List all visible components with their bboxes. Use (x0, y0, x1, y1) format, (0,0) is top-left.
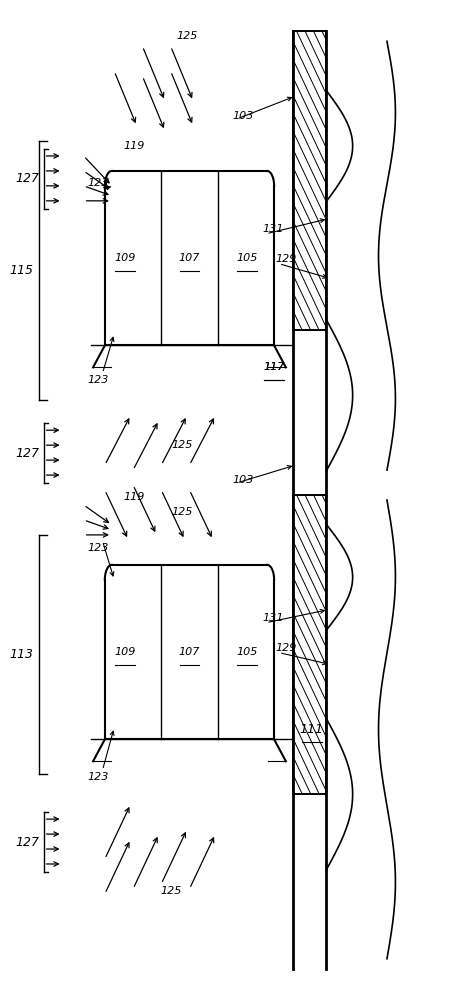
Text: 123: 123 (87, 543, 108, 553)
Text: 105: 105 (236, 647, 258, 657)
Text: 115: 115 (9, 264, 33, 277)
Text: 103: 103 (233, 111, 254, 121)
Text: 105: 105 (236, 253, 258, 263)
Text: 131: 131 (263, 224, 284, 234)
Text: 117: 117 (263, 362, 285, 372)
Text: 125: 125 (172, 507, 193, 517)
Bar (293, 495, 326, 794)
Text: 103: 103 (233, 475, 254, 485)
Text: 129: 129 (275, 643, 297, 653)
Text: 129: 129 (275, 254, 297, 264)
Text: 125: 125 (172, 440, 193, 450)
Text: 127: 127 (15, 836, 39, 849)
Text: 117: 117 (263, 362, 285, 372)
Text: 127: 127 (15, 447, 39, 460)
Text: 125: 125 (176, 31, 198, 41)
Text: 113: 113 (9, 648, 33, 661)
Text: 123: 123 (87, 375, 108, 385)
Text: 109: 109 (114, 647, 136, 657)
Text: 107: 107 (179, 253, 200, 263)
Text: 125: 125 (160, 886, 181, 896)
Text: 119: 119 (124, 492, 145, 502)
Text: 131: 131 (263, 613, 284, 623)
Text: 109: 109 (114, 253, 136, 263)
Text: 107: 107 (179, 647, 200, 657)
Text: 127: 127 (15, 172, 39, 185)
Text: 111: 111 (300, 723, 324, 736)
Bar (293, 31, 326, 330)
Text: 123: 123 (87, 178, 108, 188)
Text: 123: 123 (87, 772, 108, 782)
Text: 119: 119 (124, 141, 145, 151)
